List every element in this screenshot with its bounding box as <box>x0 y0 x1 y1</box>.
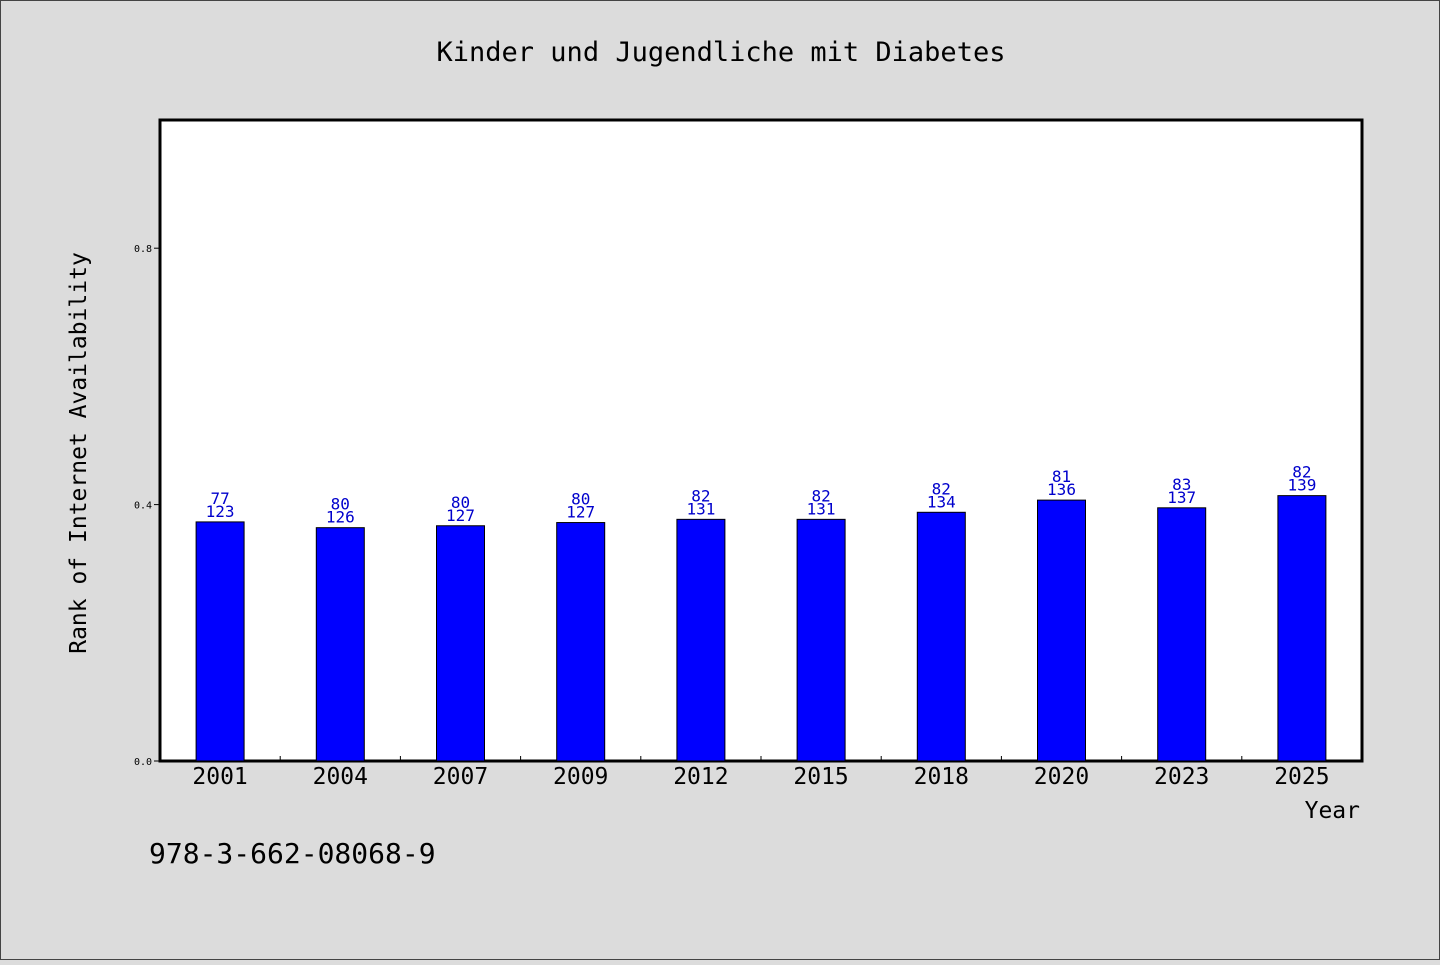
bar-2007 <box>436 525 485 762</box>
chart-title: Kinder und Jugendliche mit Diabetes <box>437 37 1006 68</box>
x-tick-label: 2004 <box>313 764 368 790</box>
bar-label-bottom: 136 <box>1047 480 1076 499</box>
isbn-text: 978-3-662-08068-9 <box>149 837 436 870</box>
x-tick-label: 2009 <box>553 764 608 790</box>
y-axis-label: Rank of Internet Availability <box>66 252 92 654</box>
y-tick-label: 0.0 <box>134 757 152 768</box>
bar-label-bottom: 139 <box>1287 476 1316 495</box>
bar-label-bottom: 123 <box>206 502 235 521</box>
x-tick-label: 2025 <box>1274 764 1329 790</box>
bar-label-top: 77 <box>210 489 229 508</box>
y-axis: 0.0 0.4 0.8 <box>134 244 160 768</box>
bar-label-top: 82 <box>932 479 951 498</box>
y-tick-label: 0.4 <box>134 501 152 512</box>
bar-label-top: 80 <box>331 495 350 514</box>
bar-2018 <box>916 511 966 762</box>
bar-2025 <box>1277 495 1327 762</box>
x-tick-label: 2015 <box>793 764 848 790</box>
y-tick-label: 0.8 <box>134 244 152 255</box>
bar-2001 <box>195 521 245 762</box>
bar-label-top: 82 <box>691 486 710 505</box>
x-tick-label: 2020 <box>1034 764 1089 790</box>
bar-label-bottom: 131 <box>807 499 836 518</box>
bar-label-bottom: 134 <box>927 492 956 511</box>
bar-series <box>195 495 1327 762</box>
x-tick-label: 2018 <box>914 764 969 790</box>
bar-label-bottom: 137 <box>1167 488 1196 507</box>
x-tick-label: 2023 <box>1154 764 1209 790</box>
bar-2012 <box>676 518 726 762</box>
bar-label-top: 81 <box>1052 467 1071 486</box>
bar-label-bottom: 131 <box>686 499 715 518</box>
bar-2004 <box>315 527 365 762</box>
bar-2020 <box>1037 499 1086 762</box>
x-tick-label: 2007 <box>433 764 488 790</box>
bar-label-bottom: 126 <box>326 508 355 527</box>
x-axis: 2001 2004 2007 2009 2012 2015 2018 2020 2023 2025 <box>192 756 1330 790</box>
bar-label-bottom: 127 <box>446 506 475 525</box>
bar-label-top: 83 <box>1172 475 1191 494</box>
bar-2015 <box>796 518 846 762</box>
bar-label-bottom: 127 <box>566 503 595 522</box>
bar-label-top: 82 <box>1292 463 1311 482</box>
x-axis-label: Year <box>1305 798 1360 824</box>
x-tick-label: 2001 <box>192 764 247 790</box>
bar-label-top: 82 <box>811 486 830 505</box>
bar-label-top: 80 <box>451 493 470 512</box>
bar-2009 <box>556 522 606 762</box>
x-tick-label: 2012 <box>673 764 728 790</box>
bar-2023 <box>1157 507 1207 762</box>
bar-label-top: 80 <box>571 490 590 509</box>
